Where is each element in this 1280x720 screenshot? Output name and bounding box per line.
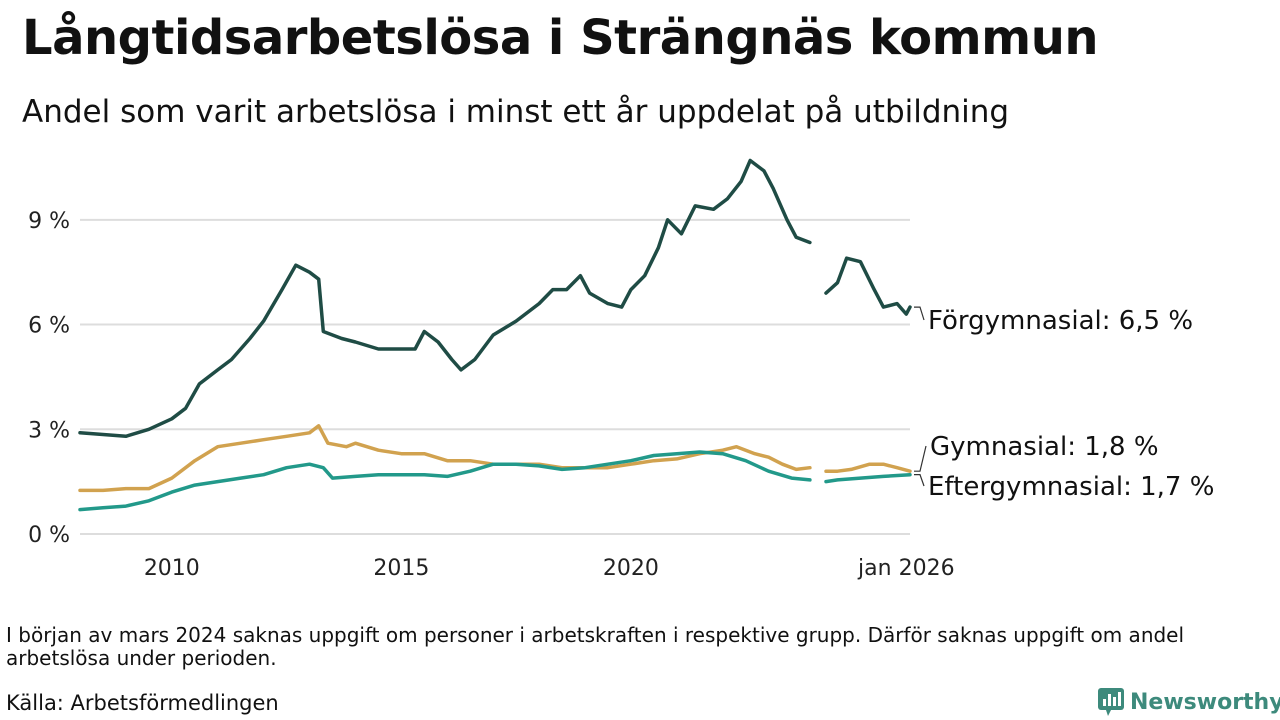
chart-title: Långtidsarbetslösa i Strängnäs kommun	[22, 10, 1099, 66]
end-label-förgymnasial: Förgymnasial: 6,5 %	[928, 306, 1193, 336]
y-tick-label: 3 %	[28, 418, 70, 443]
series-line-förgymnasial	[78, 158, 812, 439]
end-label-leader	[914, 445, 927, 472]
series-line-gymnasial	[78, 424, 812, 493]
series-line-eftergymnasial	[78, 450, 812, 512]
chart-subtitle: Andel som varit arbetslösa i minst ett å…	[22, 94, 1010, 130]
line-chart: 0 % 3 % 6 % 9 % 2010 2015 2020 jan 2026 Förgymna…	[28, 158, 1214, 581]
end-label-leader	[914, 306, 925, 321]
x-tick-label: 2010	[144, 556, 200, 581]
brand-logo: Newsworthy	[1098, 688, 1280, 716]
x-tick-label: 2015	[373, 556, 429, 581]
x-tick-label: 2020	[603, 556, 659, 581]
brand-name: Newsworthy	[1130, 689, 1280, 715]
series-line-förgymnasial	[824, 256, 912, 316]
x-tick-label: jan 2026	[857, 556, 955, 581]
y-tick-label: 6 %	[28, 314, 70, 339]
footnote: I början av mars 2024 saknas uppgift om …	[6, 623, 1185, 670]
end-label-gymnasial: Gymnasial: 1,8 %	[930, 432, 1159, 462]
source-note: Källa: Arbetsförmedlingen	[6, 691, 279, 715]
end-label-leader	[914, 474, 925, 487]
newsworthy-logo-icon	[1098, 688, 1124, 716]
series-line-eftergymnasial	[824, 472, 912, 484]
y-tick-label: 0 %	[28, 523, 70, 548]
y-tick-label: 9 %	[28, 209, 70, 234]
end-label-eftergymnasial: Eftergymnasial: 1,7 %	[928, 472, 1214, 502]
series-line-gymnasial	[824, 462, 912, 473]
